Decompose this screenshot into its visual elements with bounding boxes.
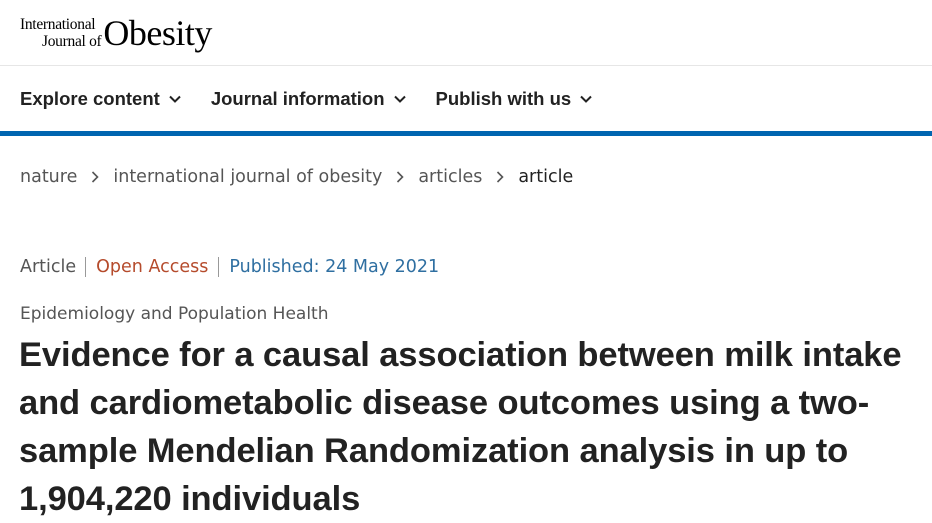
nav-publish-with-us[interactable]: Publish with us — [436, 88, 593, 110]
chevron-right-icon — [496, 171, 504, 183]
nav-journal-information[interactable]: Journal information — [211, 88, 406, 110]
chevron-down-icon — [580, 95, 592, 103]
breadcrumb-journal[interactable]: international journal of obesity — [113, 167, 383, 187]
nav-label: Journal information — [210, 87, 385, 109]
logo-name: Obesity — [103, 13, 212, 53]
nav-label: Publish with us — [435, 87, 572, 109]
main-nav: Explore content Journal information Publ… — [0, 66, 932, 136]
article-type: Article — [20, 257, 87, 277]
breadcrumb: nature international journal of obesity … — [20, 167, 573, 187]
nav-explore-content[interactable]: Explore content — [20, 88, 181, 110]
open-access-badge: Open Access — [86, 257, 220, 277]
site-header: International Journal of Obesity — [0, 0, 932, 66]
breadcrumb-nature[interactable]: nature — [20, 167, 78, 187]
breadcrumb-articles[interactable]: articles — [418, 167, 483, 187]
logo-line-2: Journal of — [42, 33, 102, 50]
chevron-right-icon — [91, 171, 99, 183]
article-title: Evidence for a causal association betwee… — [19, 336, 902, 518]
journal-logo[interactable]: International Journal of Obesity — [20, 8, 212, 52]
logo-line-1: International — [20, 16, 96, 33]
logo-prefix: International Journal of — [20, 16, 102, 52]
chevron-down-icon — [169, 95, 181, 103]
chevron-down-icon — [393, 95, 406, 103]
chevron-right-icon — [396, 171, 404, 183]
article-meta: Article Open Access Published: 24 May 20… — [20, 257, 439, 277]
article-subject[interactable]: Epidemiology and Population Health — [20, 304, 329, 324]
nav-label: Explore content — [20, 87, 160, 109]
published-date: Published: 24 May 2021 — [229, 257, 440, 277]
breadcrumb-current-article: article — [518, 167, 574, 187]
